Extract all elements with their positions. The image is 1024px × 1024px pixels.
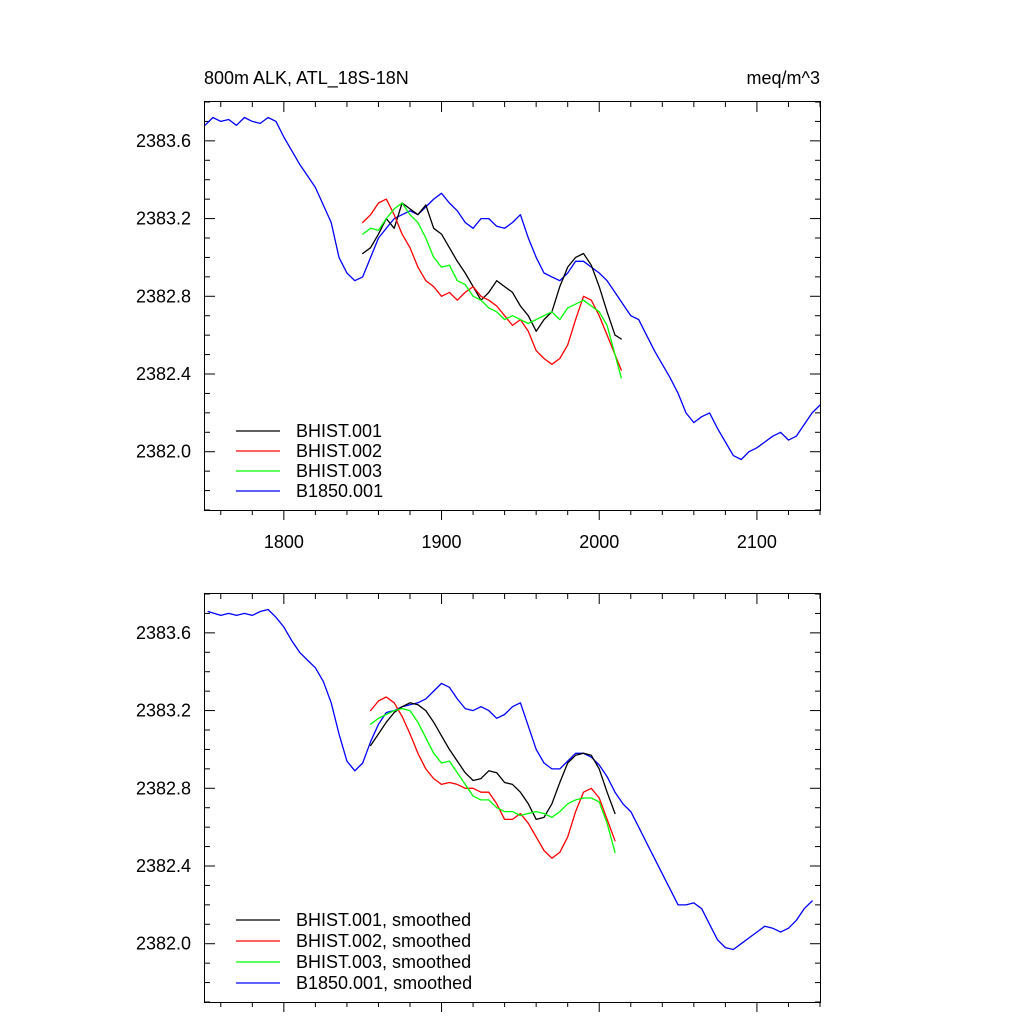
- legend-entry: B1850.001, smoothed: [236, 973, 472, 993]
- top-panel-legend: BHIST.001 BHIST.002 BHIST.003 B1850.001: [236, 421, 383, 501]
- series-line-bhist-003: [369, 707, 616, 854]
- y-tick-label: 2383.6: [136, 131, 191, 151]
- legend-label: BHIST.001: [296, 421, 382, 441]
- top-panel-y-tick-labels: 2382.0 2382.4 2382.8 2383.2 2383.6: [136, 131, 191, 462]
- y-tick-label: 2382.4: [136, 856, 191, 876]
- legend-entry: BHIST.002, smoothed: [236, 931, 471, 951]
- top-panel: 800m ALK, ATL_18S-18N meq/m^3 2382.02382…: [136, 68, 821, 552]
- series-line-b1850-001: [207, 608, 813, 951]
- bottom-panel: 2382.0 2382.4 2382.8 2383.2 2383.6 BHIST.001…: [136, 593, 821, 1012]
- y-tick-label: 2382.8: [136, 778, 191, 798]
- series-line-b1850-001: [204, 116, 821, 461]
- bottom-panel-series: [207, 608, 813, 951]
- legend-entry: BHIST.001, smoothed: [236, 910, 471, 930]
- top-panel-x-tick-labels: 1800 1900 2000 2100: [264, 532, 777, 552]
- legend-entry: BHIST.001: [236, 421, 382, 441]
- y-tick-label: 2382.0: [136, 442, 191, 462]
- y-tick-label: 2382.0: [136, 934, 191, 954]
- x-tick-label: 2100: [737, 532, 777, 552]
- legend-entry: B1850.001: [236, 481, 383, 501]
- bottom-panel-frame: [204, 593, 821, 1003]
- legend-entry: BHIST.003: [236, 461, 382, 481]
- series-line-bhist-003: [362, 202, 622, 379]
- top-panel-title: 800m ALK, ATL_18S-18N: [204, 68, 409, 89]
- top-panel-units: meq/m^3: [747, 68, 820, 88]
- legend-entry: BHIST.002: [236, 441, 382, 461]
- series-line-bhist-002: [369, 696, 616, 859]
- legend-label: B1850.001: [296, 481, 383, 501]
- legend-label: BHIST.002, smoothed: [296, 931, 471, 951]
- y-tick-label: 2382.8: [136, 286, 191, 306]
- y-tick-label: 2383.2: [136, 701, 191, 721]
- y-tick-label: 2383.2: [136, 209, 191, 229]
- series-line-bhist-002: [362, 198, 622, 371]
- legend-label: BHIST.003: [296, 461, 382, 481]
- top-panel-series: [204, 116, 821, 461]
- legend-label: BHIST.001, smoothed: [296, 910, 471, 930]
- x-tick-label: 1900: [422, 532, 462, 552]
- y-tick-label: 2383.6: [136, 623, 191, 643]
- legend-label: BHIST.002: [296, 441, 382, 461]
- legend-label: B1850.001, smoothed: [296, 973, 472, 993]
- x-tick-label: 1800: [264, 532, 304, 552]
- x-tick-label: 2000: [579, 532, 619, 552]
- bottom-panel-legend: BHIST.001, smoothed BHIST.002, smoothed …: [236, 910, 472, 993]
- y-tick-label: 2382.4: [136, 364, 191, 384]
- top-panel-frame: [204, 101, 821, 511]
- bottom-panel-y-tick-labels: 2382.0 2382.4 2382.8 2383.2 2383.6: [136, 623, 191, 954]
- legend-label: BHIST.003, smoothed: [296, 952, 471, 972]
- series-line-bhist-001: [362, 202, 622, 340]
- series-line-bhist-001: [369, 702, 616, 821]
- legend-entry: BHIST.003, smoothed: [236, 952, 471, 972]
